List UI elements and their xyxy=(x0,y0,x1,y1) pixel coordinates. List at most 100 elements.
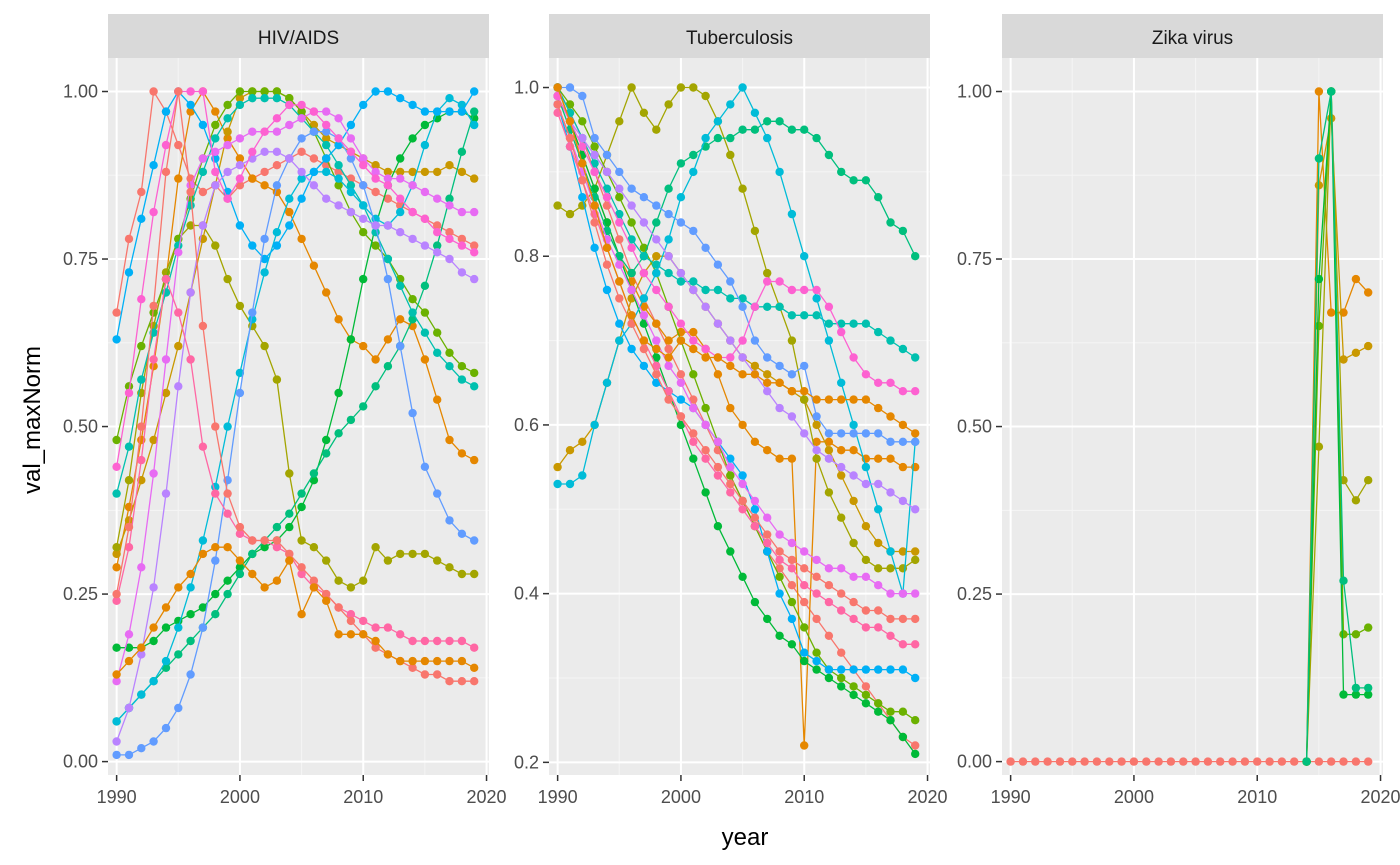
data-point xyxy=(470,107,479,116)
data-point xyxy=(763,446,772,455)
data-point xyxy=(470,663,479,672)
data-point xyxy=(738,294,747,303)
data-point xyxy=(359,630,368,639)
data-point xyxy=(408,549,417,559)
data-point xyxy=(676,420,686,430)
data-point xyxy=(837,446,846,455)
data-point xyxy=(664,268,673,278)
data-point xyxy=(775,277,784,286)
data-point xyxy=(285,549,294,559)
data-point xyxy=(322,589,331,599)
data-point xyxy=(676,193,686,202)
data-point xyxy=(235,161,245,170)
data-point xyxy=(849,690,858,700)
data-point xyxy=(565,83,575,92)
data-point xyxy=(1253,757,1262,766)
data-point xyxy=(713,437,723,446)
data-point xyxy=(235,301,245,311)
data-point xyxy=(420,281,430,290)
data-point xyxy=(689,370,698,379)
data-point xyxy=(420,187,430,197)
data-point xyxy=(334,161,343,170)
data-point xyxy=(664,209,673,219)
data-point xyxy=(824,395,834,404)
data-point xyxy=(639,108,649,118)
data-point xyxy=(824,446,834,455)
data-point xyxy=(1351,348,1361,357)
data-point xyxy=(359,181,368,190)
data-point xyxy=(837,319,846,328)
data-point xyxy=(433,670,442,679)
data-point xyxy=(211,241,220,250)
data-point xyxy=(898,496,908,506)
data-point xyxy=(615,218,624,227)
data-point xyxy=(849,496,858,506)
data-point xyxy=(787,387,797,396)
data-point xyxy=(750,336,760,345)
data-point xyxy=(285,120,294,130)
data-point xyxy=(272,543,282,552)
data-point xyxy=(309,107,319,116)
data-point xyxy=(433,167,442,177)
data-point xyxy=(186,355,195,364)
data-point xyxy=(186,87,195,96)
data-point xyxy=(433,107,442,116)
data-point xyxy=(689,437,698,446)
data-point xyxy=(565,479,575,489)
data-point xyxy=(272,536,282,545)
data-point xyxy=(470,87,479,96)
data-point xyxy=(689,150,698,160)
data-point xyxy=(260,147,269,156)
data-point xyxy=(652,378,661,387)
data-point xyxy=(763,302,772,311)
data-point xyxy=(911,741,920,750)
data-point xyxy=(615,252,624,261)
data-point xyxy=(861,429,871,438)
data-point xyxy=(861,555,871,565)
data-point xyxy=(174,308,183,317)
data-point xyxy=(861,699,871,708)
data-point xyxy=(701,420,710,430)
data-point xyxy=(812,614,821,624)
panel-2: Tuberculosis 1990 2000 2010 2020 0.2 0.4 0.6 0.8… xyxy=(514,14,948,807)
data-point xyxy=(297,610,306,619)
data-point xyxy=(470,174,479,183)
data-point xyxy=(371,187,380,197)
data-point xyxy=(396,341,405,351)
data-point xyxy=(198,120,208,130)
data-point xyxy=(738,496,747,506)
data-point xyxy=(713,319,723,328)
data-point xyxy=(248,174,257,183)
data-point xyxy=(837,471,846,480)
data-point xyxy=(590,150,599,160)
series-16 xyxy=(112,87,479,686)
data-point xyxy=(676,370,686,379)
data-point xyxy=(149,362,158,371)
data-point xyxy=(775,454,784,463)
data-point xyxy=(297,234,306,244)
data-point xyxy=(161,623,171,632)
data-point xyxy=(359,274,368,284)
data-point xyxy=(433,556,442,565)
data-point xyxy=(174,583,183,592)
data-point xyxy=(260,167,269,177)
data-point xyxy=(309,261,319,270)
data-point xyxy=(433,221,442,230)
data-point xyxy=(615,184,624,193)
data-point xyxy=(457,636,467,646)
data-point xyxy=(775,572,784,581)
data-point xyxy=(689,403,698,413)
data-point xyxy=(627,319,636,328)
data-point xyxy=(553,462,562,472)
data-point xyxy=(420,214,430,223)
x-tick-label: 1990 xyxy=(538,787,578,807)
data-point xyxy=(223,489,232,498)
facet-title: Zika virus xyxy=(1152,28,1233,49)
data-point xyxy=(112,308,121,317)
data-point xyxy=(186,181,195,190)
data-point xyxy=(652,218,661,227)
data-point xyxy=(615,319,624,328)
data-point xyxy=(1339,355,1348,364)
data-point xyxy=(911,555,920,565)
data-point xyxy=(837,378,846,387)
